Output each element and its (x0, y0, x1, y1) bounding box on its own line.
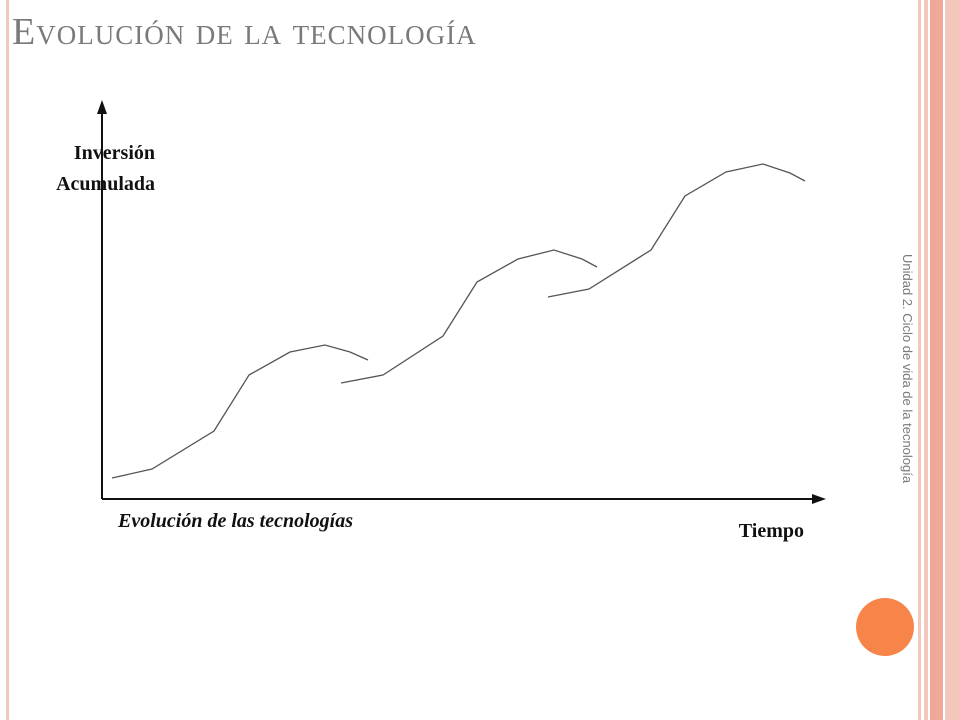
right-stripe-2 (924, 0, 928, 720)
right-stripe-1 (918, 0, 921, 720)
technology-curve-3 (547, 163, 806, 298)
technology-curve-2 (340, 249, 598, 384)
right-stripe-3 (930, 0, 943, 720)
diagram-caption: Evolución de las tecnologías (117, 510, 353, 532)
orange-circle-decoration (856, 598, 914, 656)
x-axis-arrow-icon (812, 494, 826, 504)
y-axis-arrow-icon (97, 100, 107, 114)
technology-curve-1 (111, 344, 369, 479)
right-stripe-4 (945, 0, 960, 720)
x-axis-label: Tiempo (739, 520, 804, 542)
y-axis-label-line2: Acumulada (56, 173, 155, 195)
y-axis-label-line1: Inversión (74, 142, 155, 164)
left-border-rule (6, 0, 9, 720)
slide-title: Evolución de la tecnología (12, 11, 477, 53)
unit-side-label: Unidad 2. Ciclo de vida de la tecnología (900, 254, 915, 484)
